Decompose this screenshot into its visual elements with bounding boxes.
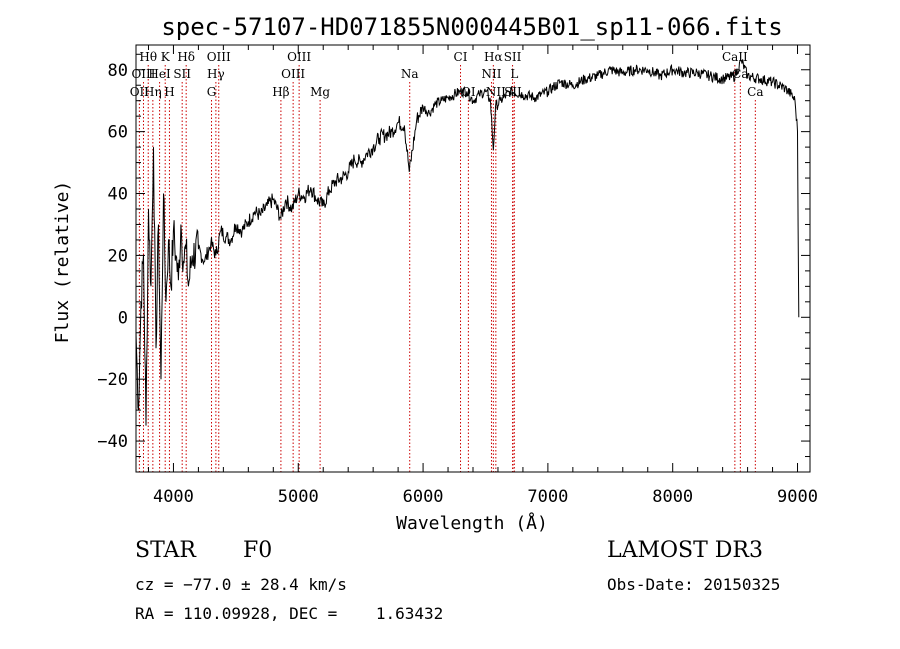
line-marker-label: Hθ bbox=[139, 50, 157, 64]
obs-date: Obs-Date: 20150325 bbox=[607, 575, 781, 594]
line-marker-label: OII bbox=[130, 85, 150, 99]
chart-title: spec-57107-HD071855N000445B01_sp11-066.f… bbox=[161, 13, 782, 41]
axis-ticks bbox=[136, 45, 810, 472]
line-marker-label: SII bbox=[173, 67, 191, 81]
line-marker-label: Na bbox=[401, 67, 419, 81]
line-marker-label: G bbox=[207, 85, 217, 99]
line-marker-label: OIII bbox=[131, 67, 155, 81]
x-tick-label: 7000 bbox=[527, 487, 568, 507]
line-marker-label: NII bbox=[486, 85, 506, 99]
subclass: F0 bbox=[243, 538, 273, 563]
y-tick-label: −40 bbox=[97, 432, 128, 452]
line-marker-label: Hα bbox=[484, 50, 503, 64]
line-marker-label: HeI bbox=[148, 67, 171, 81]
flux-series-line bbox=[135, 59, 800, 426]
x-axis-label: Wavelength (Å) bbox=[396, 512, 548, 534]
line-marker-label: Hβ bbox=[272, 85, 289, 99]
tick-labels: 4000 5000 6000 7000 8000 9000 −40 −20 0 20 40 60 80 bbox=[97, 61, 818, 507]
object-type: STAR bbox=[135, 538, 196, 563]
x-tick-label: 4000 bbox=[153, 487, 194, 507]
line-marker-label: Ca bbox=[747, 85, 763, 99]
line-marker-label: OIII bbox=[287, 50, 311, 64]
line-marker-label: CaII bbox=[722, 50, 748, 64]
line-marker-label: K bbox=[161, 50, 171, 64]
line-marker-label: Mg bbox=[310, 85, 330, 99]
x-tick-label: 6000 bbox=[403, 487, 444, 507]
line-marker-label: L bbox=[510, 67, 518, 81]
y-tick-label: 20 bbox=[108, 246, 128, 266]
plot-frame bbox=[135, 44, 811, 473]
y-tick-label: 0 bbox=[118, 308, 128, 328]
line-marker-label: CI bbox=[454, 50, 468, 64]
coordinates: RA = 110.09928, DEC = 1.63432 bbox=[135, 604, 444, 623]
line-markers bbox=[138, 65, 756, 472]
y-tick-label: −20 bbox=[97, 370, 128, 390]
line-marker-label: Hη bbox=[144, 85, 162, 99]
y-tick-label: 40 bbox=[108, 185, 128, 205]
line-marker-label: NII bbox=[481, 67, 501, 81]
line-marker-label: Hγ bbox=[207, 67, 225, 81]
y-tick-label: 80 bbox=[108, 61, 128, 81]
x-tick-label: 8000 bbox=[652, 487, 693, 507]
line-marker-label: H bbox=[164, 85, 174, 99]
line-marker-label: SII bbox=[504, 50, 522, 64]
line-marker-label: Hδ bbox=[177, 50, 195, 64]
survey-name: LAMOST DR3 bbox=[607, 538, 763, 563]
redshift-cz: cz = −77.0 ± 28.4 km/s bbox=[135, 575, 347, 594]
x-tick-label: 9000 bbox=[777, 487, 818, 507]
y-tick-label: 60 bbox=[108, 123, 128, 143]
line-marker-label: OIII bbox=[281, 67, 305, 81]
x-tick-label: 5000 bbox=[278, 487, 319, 507]
line-marker-label: OIII bbox=[207, 50, 231, 64]
y-axis-label: Flux (relative) bbox=[52, 181, 73, 344]
